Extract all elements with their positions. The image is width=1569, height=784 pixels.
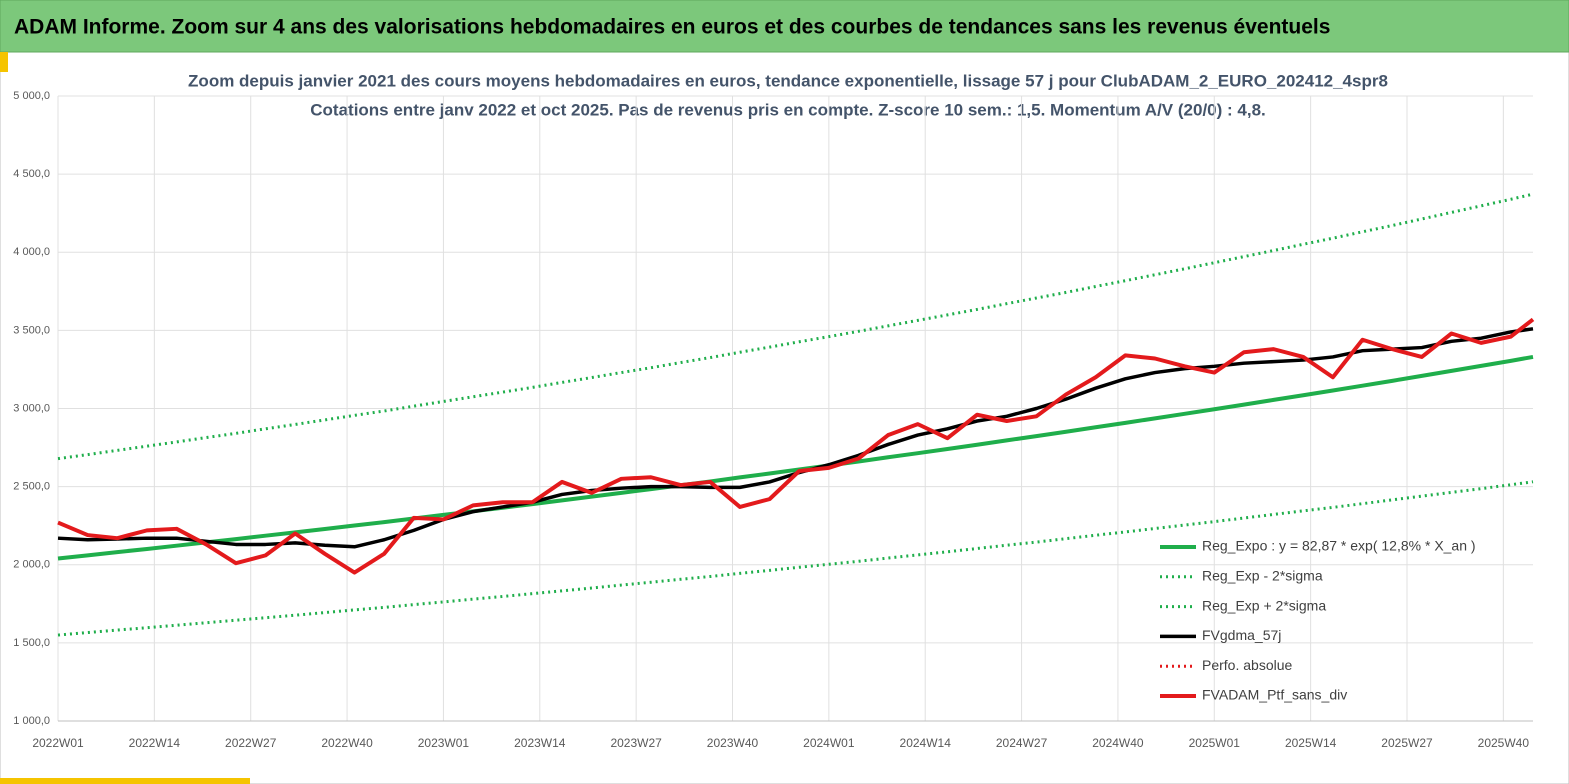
x-tick-label: 2025W40 [1478, 736, 1530, 750]
accent [0, 52, 8, 72]
chart-subtitle: Cotations entre janv 2022 et oct 2025. P… [310, 100, 1266, 119]
x-tick-label: 2025W01 [1189, 736, 1241, 750]
y-tick-label: 2 500,0 [13, 481, 50, 493]
x-tick-label: 2025W14 [1285, 736, 1337, 750]
legend-label: FVADAM_Ptf_sans_div [1202, 687, 1347, 703]
legend-label: Reg_Expo : y = 82,87 * exp( 12,8% * X_an… [1202, 538, 1476, 554]
y-tick-label: 1 000,0 [13, 715, 50, 727]
x-tick-label: 2022W14 [129, 736, 181, 750]
legend-label: FVgdma_57j [1202, 627, 1281, 643]
y-tick-label: 4 000,0 [13, 246, 50, 258]
x-tick-label: 2024W27 [996, 736, 1048, 750]
header-title: ADAM Informe. Zoom sur 4 ans des valoris… [14, 16, 1330, 39]
accent [0, 778, 250, 784]
y-tick-label: 2 000,0 [13, 559, 50, 571]
x-tick-label: 2024W14 [900, 736, 952, 750]
x-tick-label: 2023W01 [418, 736, 470, 750]
chart-title: Zoom depuis janvier 2021 des cours moyen… [188, 71, 1388, 90]
y-tick-label: 3 500,0 [13, 324, 50, 336]
y-tick-label: 5 000,0 [13, 90, 50, 102]
legend-label: Perfo. absolue [1202, 657, 1292, 673]
x-tick-label: 2022W40 [321, 736, 373, 750]
series-line [57, 192, 1534, 461]
x-tick-label: 2022W01 [32, 736, 84, 750]
x-tick-label: 2025W27 [1381, 736, 1433, 750]
x-tick-label: 2023W40 [707, 736, 759, 750]
header-bar [0, 0, 1569, 53]
y-tick-label: 1 500,0 [13, 637, 50, 649]
y-tick-label: 4 500,0 [13, 168, 50, 180]
y-tick-label: 3 000,0 [13, 402, 50, 414]
series-line [57, 317, 1535, 575]
series-line [57, 480, 1534, 637]
legend-label: Reg_Exp + 2*sigma [1202, 597, 1326, 613]
legend-label: Reg_Exp - 2*sigma [1202, 568, 1323, 584]
x-tick-label: 2022W27 [225, 736, 277, 750]
x-tick-label: 2024W01 [803, 736, 855, 750]
x-tick-label: 2023W14 [514, 736, 566, 750]
x-tick-label: 2023W27 [610, 736, 662, 750]
x-tick-label: 2024W40 [1092, 736, 1144, 750]
